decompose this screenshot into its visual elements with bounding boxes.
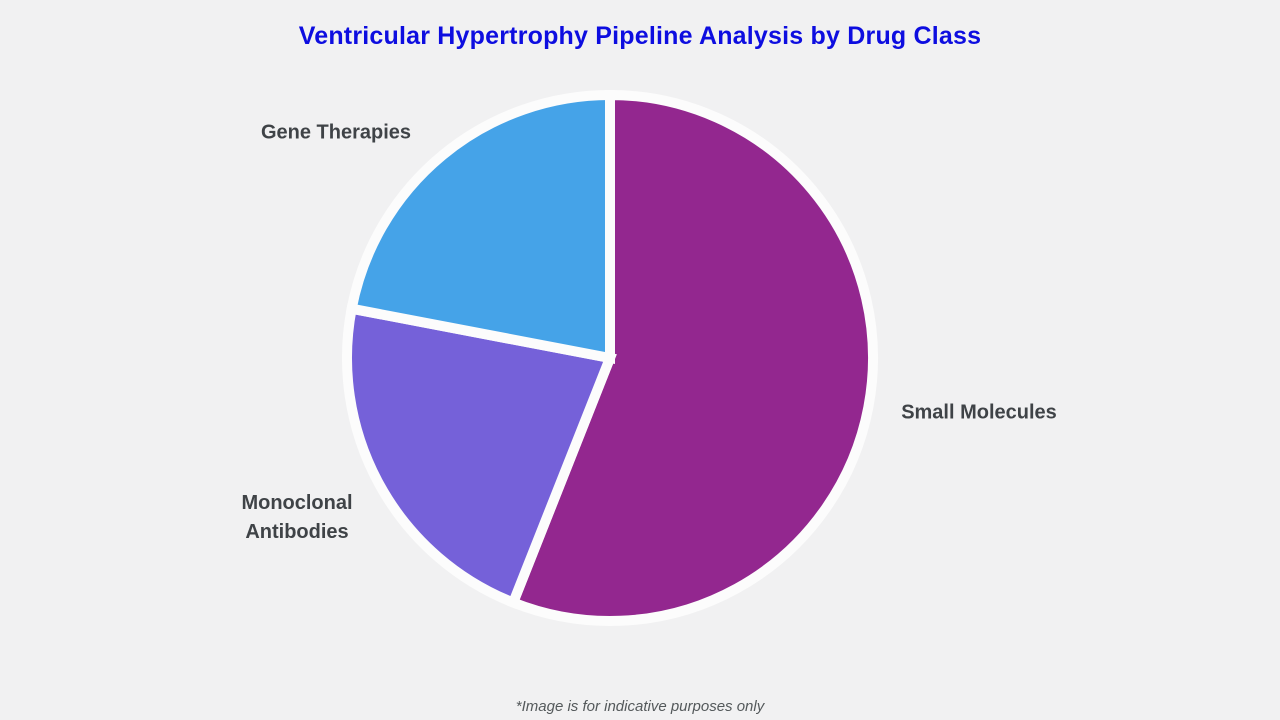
chart-title: Ventricular Hypertrophy Pipeline Analysi…	[298, 22, 982, 50]
slice-label-small-molecules: Small Molecules	[901, 401, 1057, 424]
pie-slice-small-molecules	[506, 89, 878, 626]
pie-slice-monoclonal-antibodies	[342, 302, 617, 610]
slice-label-gene-therapies: Gene Therapies	[260, 121, 412, 144]
footnote: *Image is for indicative purposes only	[515, 698, 765, 715]
slice-label-monoclonal-antibodies: Monoclonal Antibodies	[241, 492, 353, 543]
pie-slice-gene-therapies	[345, 89, 615, 365]
